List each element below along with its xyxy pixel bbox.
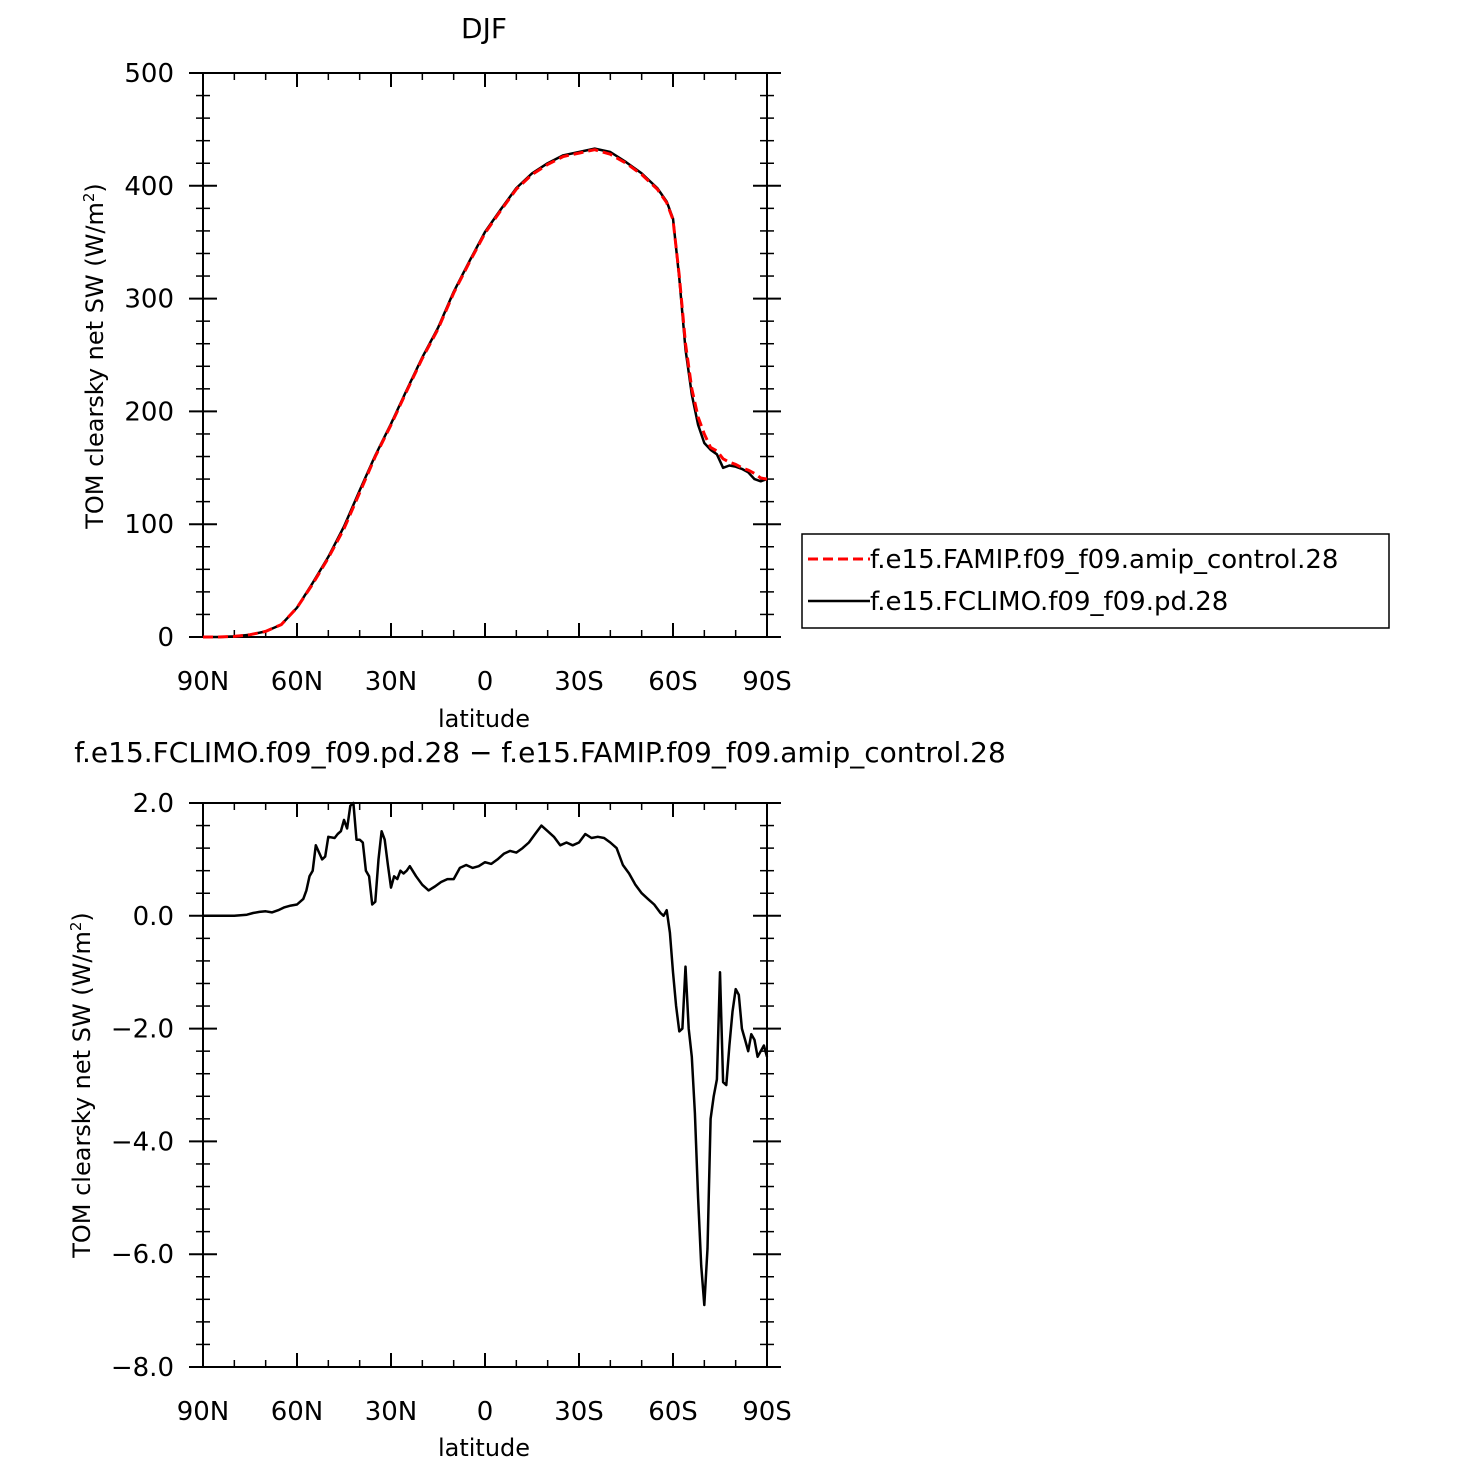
legend-label-famip: f.e15.FAMIP.f09_f09.amip_control.28	[870, 545, 1338, 575]
top-x-tick-label: 0	[477, 667, 494, 697]
top-x-tick-label: 30N	[365, 667, 418, 697]
top-x-tick-label: 30S	[554, 667, 604, 697]
top-x-axis-title: latitude	[438, 705, 530, 733]
top-y-tick-label: 0	[157, 623, 174, 653]
panel-bottom: f.e15.FCLIMO.f09_f09.pd.28 − f.e15.FAMIP…	[67, 736, 1006, 1462]
top-y-tick-label: 500	[124, 59, 174, 89]
bottom-x-tick-label: 90S	[742, 1397, 792, 1427]
top-y-axis-title: TOM clearsky net SW (W/m2)	[80, 183, 109, 530]
bottom-y-tick-label: −2.0	[111, 1015, 174, 1045]
bottom-x-tick-label: 90N	[177, 1397, 230, 1427]
bottom-y-tick-label: −4.0	[111, 1127, 174, 1157]
top-y-tick-label: 200	[124, 397, 174, 427]
bottom-x-axis-title: latitude	[438, 1434, 530, 1462]
top-plot-area	[189, 72, 781, 639]
bottom-x-tick-labels: 90N 60N 30N 0 30S 60S 90S	[177, 1397, 792, 1427]
bottom-plot-area	[189, 801, 781, 1368]
panel-top: DJF 90N 60N 30N 0 30S 60S 90S 0 100 200 300 400 500…	[80, 12, 1390, 733]
top-x-tick-label: 60N	[271, 667, 324, 697]
bottom-y-tick-label: 0.0	[133, 902, 174, 932]
bottom-x-tick-label: 60N	[271, 1397, 324, 1427]
top-y-tick-label: 100	[124, 510, 174, 540]
bottom-x-tick-label: 30N	[365, 1397, 418, 1427]
top-y-tick-label: 400	[124, 172, 174, 202]
bottom-y-tick-labels: −8.0 −6.0 −4.0 −2.0 0.0 2.0	[111, 789, 174, 1383]
bottom-x-tick-label: 60S	[648, 1397, 698, 1427]
legend-label-fclimo: f.e15.FCLIMO.f09_f09.pd.28	[870, 587, 1228, 617]
top-y-tick-label: 300	[124, 285, 174, 315]
top-x-tick-label: 90S	[742, 667, 792, 697]
bottom-chart-title: f.e15.FCLIMO.f09_f09.pd.28 − f.e15.FAMIP…	[74, 736, 1006, 769]
top-series-line-0	[203, 148, 768, 639]
top-x-tick-label: 60S	[648, 667, 698, 697]
bottom-y-tick-label: 2.0	[133, 789, 174, 819]
bottom-series-line-0	[203, 801, 769, 1307]
top-series-line-1	[203, 147, 768, 639]
bottom-x-tick-label: 30S	[554, 1397, 604, 1427]
top-plot-frame	[202, 72, 768, 638]
legend-box	[801, 533, 1390, 629]
bottom-y-tick-label: −8.0	[111, 1353, 174, 1383]
legend: f.e15.FAMIP.f09_f09.amip_control.28 f.e1…	[801, 533, 1390, 629]
top-y-tick-labels: 0 100 200 300 400 500	[124, 59, 174, 653]
bottom-y-axis-title: TOM clearsky net SW (W/m2)	[67, 912, 96, 1259]
bottom-y-tick-label: −6.0	[111, 1240, 174, 1270]
bottom-x-tick-label: 0	[477, 1397, 494, 1427]
top-x-tick-label: 90N	[177, 667, 230, 697]
bottom-plot-frame	[202, 802, 768, 1368]
top-x-tick-labels: 90N 60N 30N 0 30S 60S 90S	[177, 667, 792, 697]
top-chart-title: DJF	[461, 12, 507, 45]
